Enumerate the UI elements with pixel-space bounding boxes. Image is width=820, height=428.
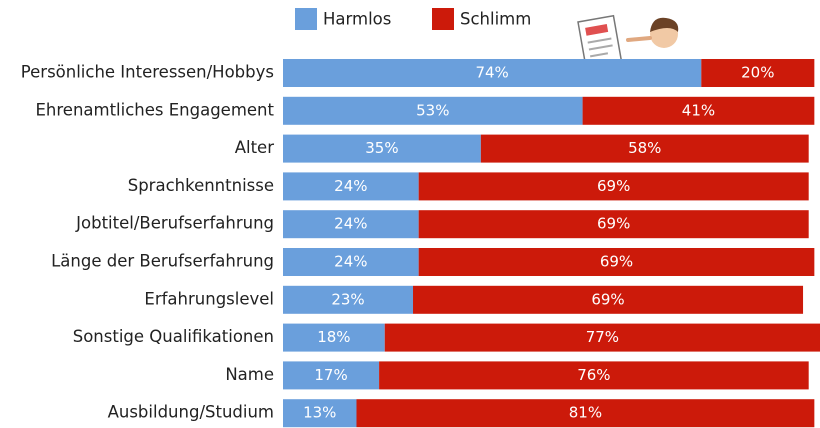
bar-segment [418,248,815,276]
y-tick-label: Sprachkenntnisse [128,176,274,195]
value-label: 53% [416,101,449,119]
y-tick-label: Jobtitel/Berufserfahrung [75,214,274,233]
value-label: 74% [475,64,508,82]
legend-swatch [432,8,454,30]
value-label: 17% [314,366,347,384]
bar-segment [418,210,809,239]
legend-label: Harmlos [323,10,391,29]
bar-segment [283,134,481,163]
bar-segment [283,248,419,276]
value-label: 69% [597,215,630,233]
value-label: 69% [597,177,630,195]
bar-segment [283,399,357,428]
legend-label: Schlimm [460,10,531,29]
value-label: 24% [334,215,367,233]
y-tick-label: Name [225,365,274,384]
y-tick-label: Sonstige Qualifikationen [73,327,274,346]
bar-segment [379,361,809,390]
bar-segment [413,285,804,314]
bar-segment [582,96,815,125]
bar-segment [356,399,815,428]
legend-swatch [295,8,317,30]
bar-segment [283,96,583,125]
bar-segment [701,59,815,87]
value-label: 13% [303,404,336,422]
bar-segment [480,134,809,163]
y-tick-label: Erfahrungslevel [144,289,274,308]
value-label: 24% [334,177,367,195]
value-label: 77% [586,328,619,346]
value-label: 69% [600,253,633,271]
value-label: 35% [365,139,398,157]
decoration-icons [577,14,679,69]
bar-segment [283,361,380,390]
y-tick-label: Ehrenamtliches Engagement [35,100,274,119]
bar-segment [283,285,414,314]
bar-segment [283,172,419,201]
value-label: 58% [628,139,661,157]
bar-segment [283,210,419,239]
value-label: 69% [591,290,624,308]
value-label: 23% [331,290,364,308]
value-label: 18% [317,328,350,346]
bar-segment [283,59,702,87]
bar-segment [384,323,820,352]
value-label: 20% [741,64,774,82]
y-tick-label: Persönliche Interessen/Hobbys [21,63,274,82]
value-label: 24% [334,253,367,271]
y-tick-label: Ausbildung/Studium [108,403,274,422]
value-label: 76% [577,366,610,384]
bar-segment [418,172,809,201]
y-tick-label: Alter [235,138,274,157]
value-label: 81% [569,404,602,422]
bar-segment [283,323,385,352]
y-tick-label: Länge der Berufserfahrung [51,252,274,271]
value-label: 41% [682,101,715,119]
